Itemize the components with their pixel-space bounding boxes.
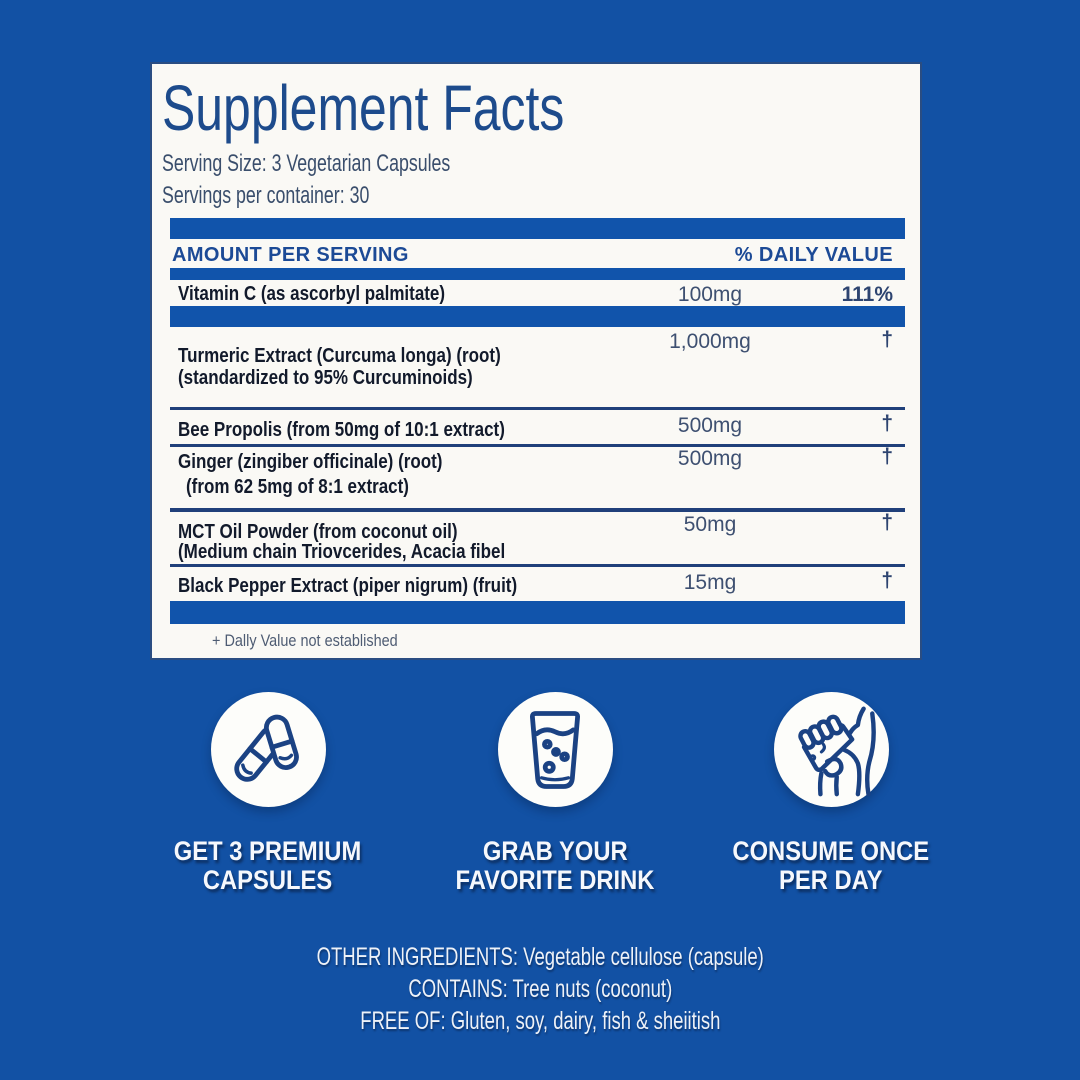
panel-title: Supplement Facts: [162, 72, 678, 144]
serving-size-line: Serving Size: 3 Vegetarian Capsules: [162, 150, 451, 177]
step-circle: [497, 692, 613, 807]
row-separator-line: [170, 444, 905, 447]
step-caption: CONSUME ONCE PER DAY: [732, 836, 930, 895]
column-header-left: AMOUNT PER SERVING: [172, 244, 409, 266]
thick-divider-bar: [170, 218, 905, 239]
ingredient-name-line2: (standardized to 95% Curcuminoids): [178, 367, 473, 389]
ingredient-daily-value: †: [881, 511, 893, 534]
footer-info: OTHER INGREDIENTS: Vegetable cellulose (…: [0, 941, 1080, 1037]
row-separator-line: [170, 508, 905, 512]
step-item-capsules: GET 3 PREMIUM CAPSULES: [143, 692, 393, 895]
row-separator-line: [170, 407, 905, 410]
step-caption: GET 3 PREMIUM CAPSULES: [174, 836, 362, 895]
ingredient-name: Vitamin C (as ascorbyl palmitate): [178, 283, 446, 305]
drinking-person-icon: [798, 706, 876, 796]
medium-divider-bar: [170, 268, 905, 280]
ingredient-name: Ginger (zingiber officinale) (root): [178, 451, 443, 473]
supplement-facts-panel: Supplement Facts Serving Size: 3 Vegetar…: [150, 62, 922, 660]
ingredient-amount: 1,000mg: [669, 330, 751, 353]
ingredient-daily-value: †: [881, 445, 893, 468]
drink-glass-icon: [529, 710, 581, 789]
ingredient-name: Turmeric Extract (Curcuma longa) (root): [178, 345, 501, 367]
daily-value-footnote: + Dally Value not established: [212, 631, 398, 650]
ingredient-daily-value: †: [881, 412, 893, 435]
column-header-row: AMOUNT PER SERVING % DAILY VALUE: [172, 244, 893, 266]
step-item-consume: CONSUME ONCE PER DAY: [706, 692, 956, 895]
ingredient-amount: 100mg: [677, 283, 743, 306]
ingredient-name-line2: (Medium chain Triovcerides, Acacia fibel: [178, 541, 506, 563]
footer-other-ingredients: OTHER INGREDIENTS: Vegetable cellulose (…: [316, 943, 764, 971]
thick-divider-bar: [170, 601, 905, 624]
panel-title-text: Supplement Facts: [162, 72, 565, 144]
thick-divider-bar: [170, 306, 905, 327]
capsules-icon: [234, 714, 299, 782]
ingredient-name-line2: (from 62 5mg of 8:1 extract): [186, 476, 409, 498]
servings-per-container-line: Servings per container: 30: [162, 182, 370, 209]
ingredient-amount: 500mg: [677, 447, 743, 470]
step-circle: [210, 692, 326, 807]
ingredient-amount: 15mg: [683, 571, 737, 594]
ingredient-amount: 50mg: [683, 513, 737, 536]
ingredient-daily-value: †: [881, 569, 893, 592]
ingredient-name: Bee Propolis (from 50mg of 10:1 extract): [178, 419, 505, 441]
step-caption: GRAB YOUR FAVORITE DRINK: [455, 836, 655, 895]
ingredient-amount: 500mg: [677, 414, 743, 437]
row-separator-line: [170, 564, 905, 567]
footer-free-of: FREE OF: Gluten, soy, dairy, fish & shei…: [359, 1007, 721, 1035]
footer-contains: CONTAINS: Tree nuts (coconut): [408, 975, 672, 1003]
column-header-right: % DAILY VALUE: [734, 244, 893, 266]
ingredient-daily-value: 111%: [841, 283, 893, 306]
ingredient-name: Black Pepper Extract (piper nigrum) (fru…: [178, 575, 518, 597]
step-item-drink: GRAB YOUR FAVORITE DRINK: [430, 692, 680, 895]
ingredient-daily-value: †: [881, 328, 893, 351]
step-circle: [773, 692, 889, 807]
ingredient-name: MCT Oil Powder (from coconut oil): [178, 521, 458, 543]
